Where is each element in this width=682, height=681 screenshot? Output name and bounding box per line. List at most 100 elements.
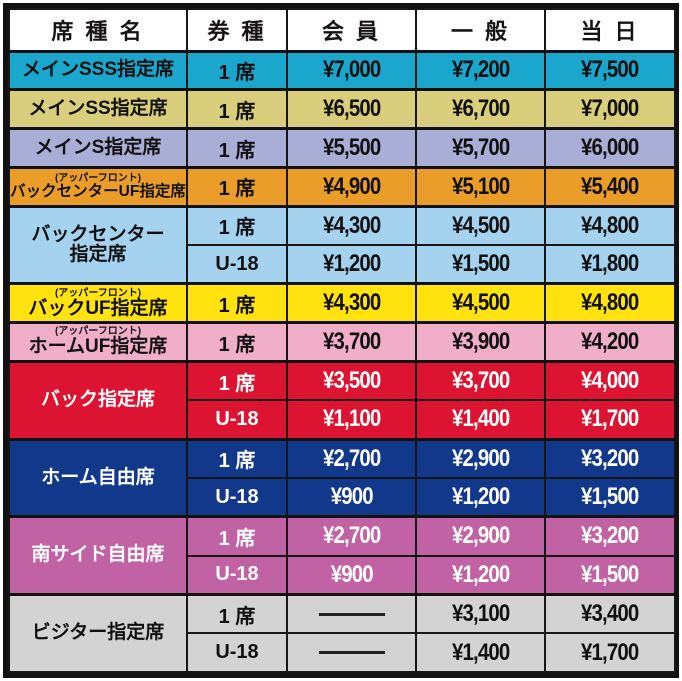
general-price-cell: ¥4,500 (415, 282, 546, 324)
general-price-cell: ¥6,700 (415, 88, 546, 130)
seat-name-label: メインSS指定席 (28, 97, 168, 119)
seat-name-cell: メインSS指定席 (8, 88, 188, 130)
seat-name-label: バックセンターUF指定席 (10, 182, 186, 200)
price-value: ¥7,200 (451, 56, 510, 84)
ticket-type-cell: 1 席 (186, 437, 288, 479)
ticket-type-cell: U-18 (186, 632, 288, 673)
seat-name-cell: 南サイド自由席 (8, 515, 188, 596)
seat-name-label: 南サイド自由席 (31, 544, 165, 566)
table-header-row: 席 種 名 券 種 会 員 一 般 当 日 (8, 8, 676, 53)
upper-front-note: (アッパーフロント) (54, 326, 142, 338)
member-price-cell: ¥7,000 (286, 49, 417, 91)
member-price-cell: ¥2,700 (286, 515, 417, 557)
ticket-type-cell: 1 席 (186, 282, 288, 324)
seat-name-cell: (アッパーフロント) バックUF指定席 (8, 282, 188, 324)
price-value: ¥4,300 (322, 289, 381, 317)
price-value: ¥1,200 (322, 250, 381, 278)
general-price-cell: ¥1,400 (415, 399, 546, 441)
price-value: ¥4,300 (322, 211, 381, 239)
price-value: ¥1,100 (322, 405, 381, 433)
price-value: ¥900 (330, 560, 374, 588)
header-ticket-type: 券 種 (186, 8, 288, 53)
price-value: ¥4,000 (581, 367, 639, 395)
general-price-cell: ¥1,500 (415, 244, 546, 285)
general-price-cell: ¥7,200 (415, 49, 546, 91)
table-row: (アッパーフロント) バックセンターUF指定席 1 席 ¥4,900 ¥5,10… (8, 165, 676, 208)
sameday-price-cell: ¥4,000 (544, 360, 676, 402)
price-table: 席 種 名 券 種 会 員 一 般 当 日 メインSSS指定席 1 席 ¥7,0… (8, 8, 676, 673)
table-row: メインSSS指定席 1 席 ¥7,000 ¥7,200 ¥7,500 (8, 49, 676, 91)
price-value: ¥6,500 (322, 95, 381, 123)
seat-name-cell: (アッパーフロント) ホームUF指定席 (8, 321, 188, 363)
sameday-price-cell: ¥4,800 (544, 282, 676, 324)
general-price-cell: ¥5,700 (415, 127, 546, 169)
seat-name-cell: (アッパーフロント) バックセンターUF指定席 (8, 165, 188, 208)
sameday-price-cell: ¥6,000 (544, 127, 676, 169)
ticket-type-cell: 1 席 (186, 204, 288, 247)
header-member: 会 員 (286, 8, 417, 53)
price-value: ¥1,400 (451, 638, 510, 666)
upper-front-note: (アッパーフロント) (54, 172, 142, 184)
table-row: (アッパーフロント) バックUF指定席 1 席 ¥4,300 ¥4,500 ¥4… (8, 282, 676, 324)
seat-name-label: バックセンター 指定席 (31, 223, 165, 266)
member-price-cell: ¥900 (286, 554, 417, 596)
price-value: ¥2,700 (322, 522, 381, 550)
price-value: ¥3,100 (451, 600, 510, 628)
general-price-cell: ¥5,100 (415, 165, 546, 208)
ticket-type-cell: 1 席 (186, 321, 288, 363)
price-value: ¥6,700 (451, 95, 510, 123)
general-price-cell: ¥3,900 (415, 321, 546, 363)
ticket-type-cell: 1 席 (186, 515, 288, 557)
no-price-dash (318, 651, 385, 655)
price-value: ¥2,900 (451, 522, 510, 550)
price-value: ¥4,900 (322, 172, 381, 200)
price-value: ¥1,700 (581, 638, 639, 666)
table-row: 南サイド自由席 1 席 ¥2,700 ¥2,900 ¥3,200 (8, 515, 676, 596)
seat-name-label: ビジター指定席 (31, 622, 165, 644)
sameday-price-cell: ¥1,500 (544, 476, 676, 518)
member-price-cell: ¥5,500 (286, 127, 417, 169)
table-row: メインSS指定席 1 席 ¥6,500 ¥6,700 ¥7,000 (8, 88, 676, 130)
ticket-type-cell: 1 席 (186, 165, 288, 208)
price-value: ¥7,500 (581, 56, 639, 84)
price-table-frame: 席 種 名 券 種 会 員 一 般 当 日 メインSSS指定席 1 席 ¥7,0… (3, 3, 679, 678)
sameday-price-cell: ¥1,500 (544, 554, 676, 596)
sameday-price-cell: ¥3,200 (544, 437, 676, 479)
seat-name-label: バック指定席 (40, 389, 155, 411)
seat-name-label: ホームUF指定席 (28, 336, 168, 358)
member-price-cell: ¥4,300 (286, 204, 417, 247)
price-value: ¥1,500 (451, 250, 510, 278)
seat-name-cell: ビジター指定席 (8, 592, 188, 673)
seat-name-cell: バックセンター 指定席 (8, 204, 188, 285)
price-value: ¥1,400 (451, 405, 510, 433)
seat-name-label: メインSSS指定席 (21, 59, 175, 81)
ticket-type-cell: 1 席 (186, 127, 288, 169)
table-row: メインS指定席 1 席 ¥5,500 ¥5,700 ¥6,000 (8, 127, 676, 169)
price-value: ¥1,200 (451, 560, 510, 588)
sameday-price-cell: ¥1,800 (544, 244, 676, 285)
member-price-cell: ¥1,100 (286, 399, 417, 441)
price-value: ¥6,000 (581, 134, 639, 162)
member-price-cell: ¥900 (286, 476, 417, 518)
ticket-type-cell: 1 席 (186, 88, 288, 130)
price-value: ¥1,800 (581, 250, 639, 278)
ticket-type-cell: U-18 (186, 554, 288, 596)
no-price-dash (318, 612, 385, 616)
price-value: ¥7,000 (322, 56, 381, 84)
general-price-cell: ¥3,100 (415, 592, 546, 635)
price-value: ¥2,900 (451, 444, 510, 472)
member-price-cell: ¥4,300 (286, 282, 417, 324)
general-price-cell: ¥1,200 (415, 476, 546, 518)
general-price-cell: ¥1,400 (415, 632, 546, 673)
price-value: ¥5,100 (451, 172, 510, 200)
sameday-price-cell: ¥4,200 (544, 321, 676, 363)
seat-name-cell: ホーム自由席 (8, 437, 188, 518)
price-value: ¥7,000 (581, 95, 639, 123)
price-value: ¥3,200 (581, 444, 639, 472)
price-value: ¥900 (330, 483, 374, 511)
header-same-day: 当 日 (544, 8, 676, 53)
header-general: 一 般 (415, 8, 546, 53)
price-value: ¥3,400 (581, 600, 639, 628)
member-price-cell: ¥6,500 (286, 88, 417, 130)
ticket-type-cell: 1 席 (186, 360, 288, 402)
